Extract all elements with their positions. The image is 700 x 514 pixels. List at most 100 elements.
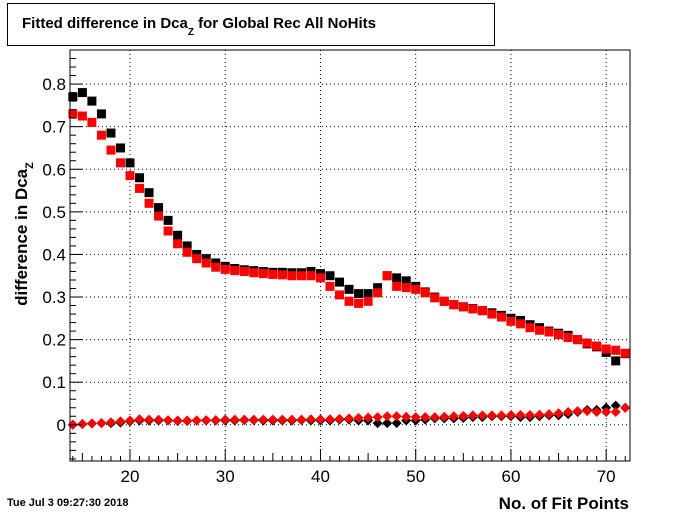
y-axis-label: difference in DcaZ [12,162,36,306]
data-point [306,271,316,281]
chart-title-main: Fitted difference in Dca [22,15,188,32]
data-point [173,230,183,240]
data-point [286,414,297,425]
data-point [487,309,497,319]
data-point [611,356,621,366]
data-point [506,316,516,326]
data-point [248,414,259,425]
data-point [296,271,306,281]
data-point [96,109,106,119]
data-point [77,111,87,121]
data-point [77,88,87,98]
data-point [601,344,611,354]
data-point [239,414,250,425]
data-point [335,277,345,287]
data-point [192,254,202,264]
data-point [182,247,192,257]
data-point [467,410,478,421]
data-point [430,293,440,303]
data-point [392,281,402,291]
data-point [210,415,221,426]
data-point [535,325,545,335]
data-point [267,414,278,425]
data-point [163,215,173,225]
data-point [449,300,459,310]
y-tick-label: 0.6 [42,160,66,179]
y-tick-label: 0 [57,416,66,435]
chart-title-sub: Z [187,27,194,38]
data-point [344,296,354,306]
data-point [354,289,364,299]
data-point [534,409,545,420]
x-tick-label: 60 [501,467,520,486]
data-point [229,414,240,425]
data-point [572,406,583,417]
data-point [363,412,374,423]
data-point [392,273,402,283]
x-tick-label: 40 [311,467,330,486]
data-point [153,414,164,425]
data-point [515,319,525,329]
chart-title-rest: for Global Rec All NoHits [193,15,376,32]
data-point [563,332,573,342]
data-point [344,413,355,424]
x-tick-label: 20 [121,467,140,486]
y-tick-label: 0.5 [42,203,66,222]
data-point [544,327,554,337]
title-box: Fitted difference in DcaZ for Global Rec… [7,3,495,46]
data-point [268,269,278,279]
data-point [296,414,307,425]
y-tick-label: 0.2 [42,331,66,350]
data-point [592,341,602,351]
data-point [372,418,383,429]
data-point [554,330,564,340]
data-point [439,411,450,422]
data-point [211,262,221,272]
data-point [620,402,631,413]
data-point [496,410,507,421]
data-point [239,266,249,276]
data-point [429,412,440,423]
data-point [315,273,325,283]
data-point [105,417,116,428]
data-point [172,415,183,426]
y-tick-label: 0.7 [42,118,66,137]
data-point [391,411,402,422]
data-point [220,414,231,425]
data-point [391,418,402,429]
data-point [354,298,364,308]
data-point [363,289,373,299]
data-point [610,400,621,411]
data-point [144,188,154,198]
data-point [373,288,383,298]
data-point [611,345,621,355]
data-point [135,173,145,183]
data-point [134,414,145,425]
data-point [544,409,555,420]
data-point [125,171,135,181]
data-point [382,411,393,422]
data-point [115,416,126,427]
data-point [601,407,612,418]
data-point [468,304,478,314]
data-point [277,414,288,425]
data-point [525,410,535,421]
data-point [87,96,97,106]
data-point [458,410,469,421]
data-point [201,415,212,426]
data-point [287,271,297,281]
data-point [182,415,193,426]
y-tick-label: 0.8 [42,75,66,94]
x-tick-label: 30 [216,467,235,486]
data-point [363,296,373,306]
data-point [582,406,593,417]
data-point [477,306,487,316]
y-axis-label-main: difference in Dca [12,168,31,306]
tick-labels: 20 30 40 50 60 70 0 0.1 0.2 0.3 0.4 0.5 0.6 0.7 0.8 [42,75,615,486]
grid-lines [70,50,630,461]
x-axis-label: No. of Fit Points [499,494,629,513]
series-0 [68,88,630,366]
data-point [154,211,164,221]
data-point [201,258,211,268]
